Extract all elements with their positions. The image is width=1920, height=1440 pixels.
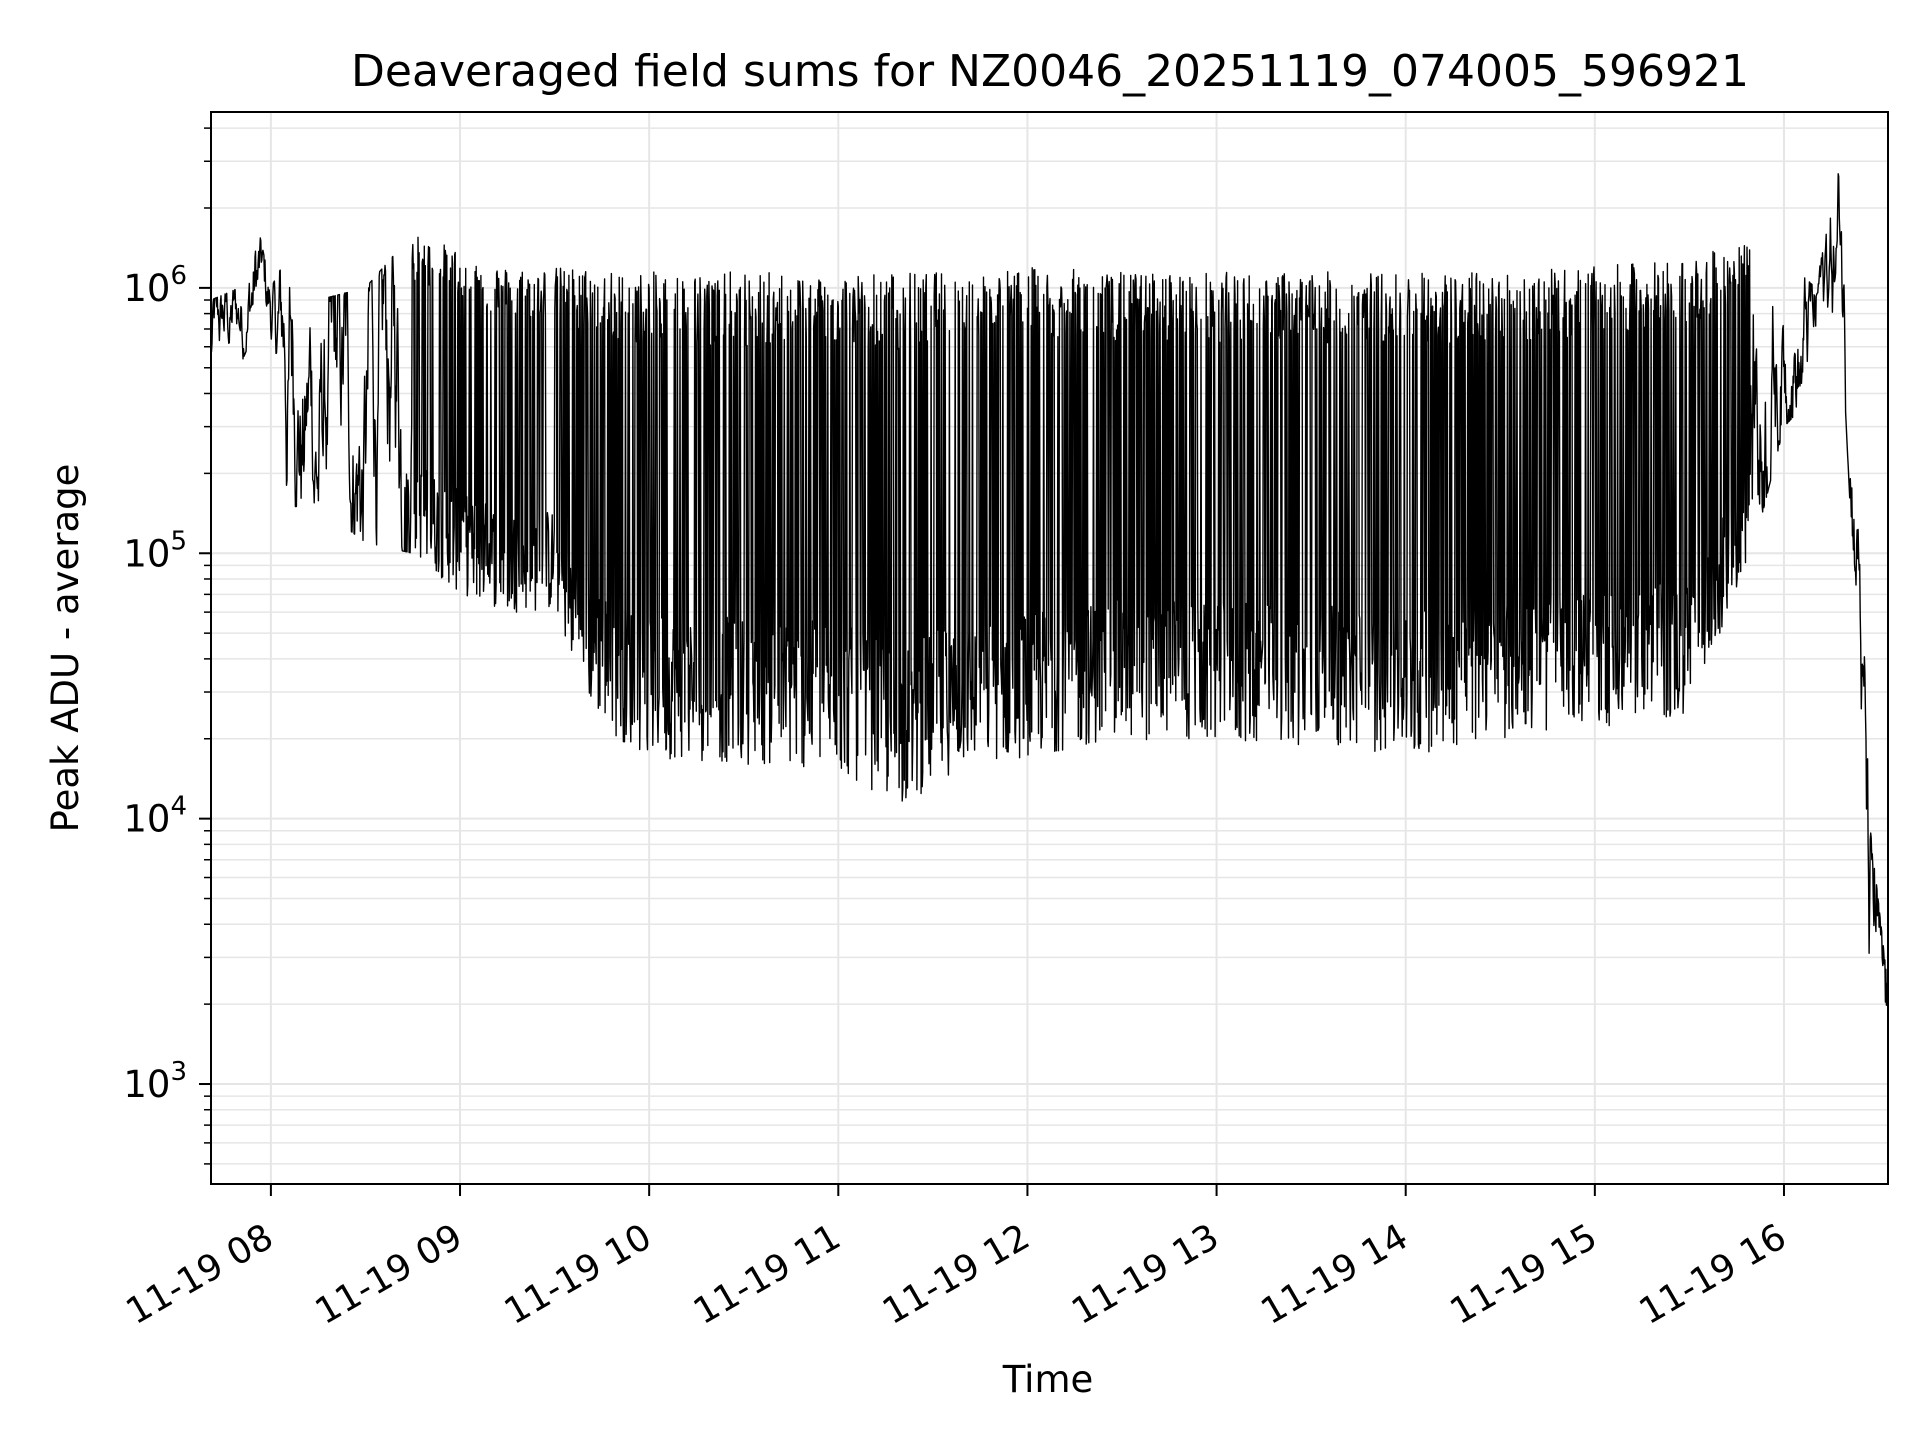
y-axis-label: Peak ADU - average bbox=[44, 464, 87, 833]
y-tick-label: 104 bbox=[123, 792, 187, 841]
chart-title: Deaveraged field sums for NZ0046_2025111… bbox=[351, 46, 1749, 97]
plot-frame bbox=[210, 111, 1889, 1185]
series-line bbox=[210, 173, 1889, 1006]
x-axis-label: Time bbox=[1002, 1358, 1094, 1401]
grid bbox=[211, 112, 1888, 1184]
y-axis-ticks: 103 104 105 106 bbox=[123, 127, 211, 1165]
y-tick-label: 106 bbox=[123, 261, 187, 310]
y-tick-label: 103 bbox=[123, 1057, 187, 1106]
y-tick-label: 105 bbox=[123, 526, 187, 575]
series-line-path bbox=[210, 173, 1889, 1006]
